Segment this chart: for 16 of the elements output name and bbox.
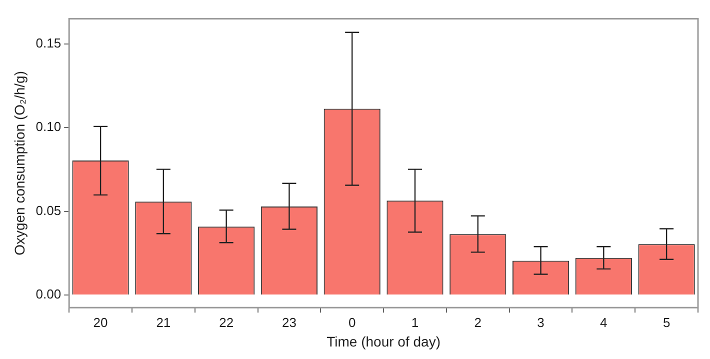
x-tick-label: 1 xyxy=(411,314,419,330)
x-tick-label: 23 xyxy=(282,314,296,330)
x-tick-label: 22 xyxy=(219,314,234,330)
y-tick-label: 0.10 xyxy=(36,119,62,134)
x-tick-label: 4 xyxy=(600,314,608,330)
x-tick-label: 0 xyxy=(348,314,356,330)
x-tick-label: 21 xyxy=(156,314,171,330)
x-tick-label: 20 xyxy=(93,314,108,330)
y-tick-label: 0.00 xyxy=(36,286,62,302)
x-tick-label: 2 xyxy=(474,314,482,330)
x-axis-title: Time (hour of day) xyxy=(326,333,440,350)
x-tick-label: 5 xyxy=(662,314,670,330)
y-tick-label: 0.15 xyxy=(36,35,62,50)
x-tick-label: 3 xyxy=(537,314,544,330)
y-axis-title: Oxygen consumption (O₂/h/g) xyxy=(11,70,28,256)
y-tick-label: 0.05 xyxy=(36,202,62,218)
